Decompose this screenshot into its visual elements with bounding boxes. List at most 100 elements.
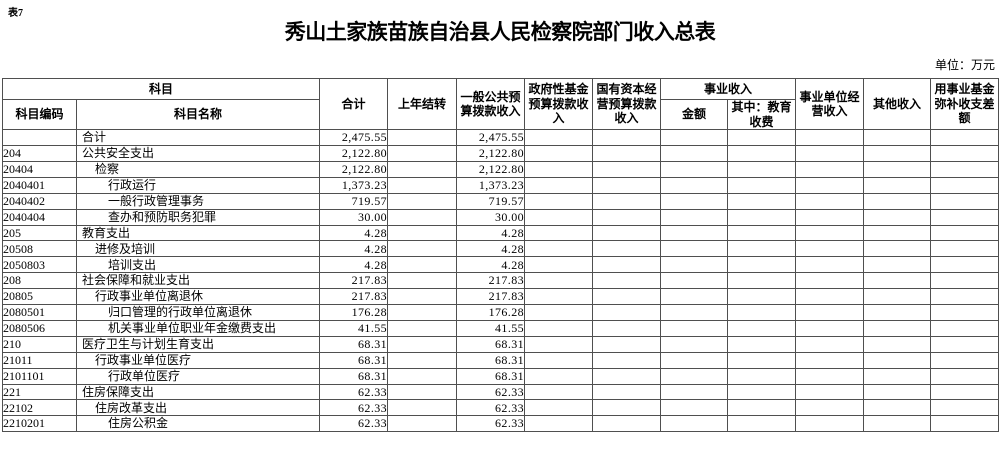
value-cell-general_public_budget_income: 2,122.80 (456, 161, 526, 178)
subject-code-cell: 20805 (2, 288, 77, 306)
value-cell-general_public_budget_income: 4.28 (456, 256, 526, 274)
header-total: 合计 (319, 77, 389, 131)
value-cell-gov_fund_budget_income (524, 240, 594, 258)
value-cell-state_capital_budget_income (592, 335, 662, 353)
value-cell-other_income (863, 335, 932, 353)
subject-code-cell: 20508 (2, 240, 77, 258)
value-cell-state_capital_budget_income (592, 415, 662, 433)
table-header: 科目 合计 上年结转 一般公共预算拨款收入 政府性基金预算拨款收入 国有资本经营… (1, 77, 1000, 131)
value-cell-state_capital_budget_income (592, 208, 662, 226)
table-row: 2040404 查办和预防职务犯罪 30.00 30.00 (2, 208, 1000, 226)
value-cell-total: 68.31 (319, 351, 389, 369)
value-cell-fund_balance_subsidy (930, 367, 1000, 385)
value-cell-general_public_budget_income: 41.55 (456, 319, 526, 337)
value-cell-total: 62.33 (319, 415, 389, 433)
table-row: 21011 行政事业单位医疗 68.31 68.31 (2, 351, 1000, 369)
value-cell-prev_year_carryover (387, 161, 458, 178)
value-cell-other_income (863, 129, 932, 147)
value-cell-general_public_budget_income: 2,122.80 (456, 145, 526, 163)
income-table-body: 合计 2,475.55 2,475.55 204 公共安全支出 2,122.80 2,122… (2, 129, 1000, 433)
header-subject: 科目 (1, 78, 321, 100)
header-business-income-amount: 金额 (660, 98, 729, 131)
value-cell-total: 4.28 (319, 224, 389, 242)
value-cell-general_public_budget_income: 30.00 (456, 208, 526, 226)
subject-code-cell: 21011 (2, 351, 77, 369)
value-cell-business_income_amount (660, 224, 729, 242)
header-general-public-budget-income: 一般公共预算拨款收入 (456, 77, 526, 131)
value-cell-other_income (863, 272, 932, 290)
value-cell-business_income_edu_fee (727, 335, 797, 353)
value-cell-fund_balance_subsidy (930, 192, 1000, 210)
table-row: 2080506 机关事业单位职业年金缴费支出 41.55 41.55 (2, 319, 1000, 337)
value-cell-prev_year_carryover (387, 224, 458, 242)
subject-name-cell: 归口管理的行政单位离退休 (75, 304, 321, 321)
value-cell-business_income_amount (660, 367, 729, 385)
value-cell-gov_fund_budget_income (524, 208, 594, 226)
subject-name-cell: 医疗卫生与计划生育支出 (75, 335, 321, 353)
table-row: 204 公共安全支出 2,122.80 2,122.80 (2, 145, 1000, 163)
value-cell-gov_fund_budget_income (524, 335, 594, 353)
value-cell-business_unit_operating_income (795, 129, 865, 147)
value-cell-state_capital_budget_income (592, 288, 662, 306)
subject-code-cell: 2040402 (2, 192, 77, 210)
value-cell-state_capital_budget_income (592, 399, 662, 417)
value-cell-total: 176.28 (319, 304, 389, 321)
value-cell-gov_fund_budget_income (524, 367, 594, 385)
value-cell-business_income_edu_fee (727, 208, 797, 226)
value-cell-prev_year_carryover (387, 208, 458, 226)
header-state-capital-budget-income: 国有资本经营预算拨款收入 (592, 77, 662, 131)
value-cell-business_unit_operating_income (795, 161, 865, 178)
value-cell-business_income_amount (660, 304, 729, 321)
table-row: 221 住房保障支出 62.33 62.33 (2, 383, 1000, 401)
value-cell-business_unit_operating_income (795, 192, 865, 210)
value-cell-business_income_amount (660, 415, 729, 433)
header-prev-year-carryover: 上年结转 (387, 77, 458, 131)
value-cell-business_unit_operating_income (795, 272, 865, 290)
value-cell-total: 30.00 (319, 208, 389, 226)
subject-name-cell: 培训支出 (75, 256, 321, 274)
value-cell-fund_balance_subsidy (930, 351, 1000, 369)
value-cell-total: 217.83 (319, 272, 389, 290)
subject-name-cell: 行政单位医疗 (75, 367, 321, 385)
value-cell-fund_balance_subsidy (930, 272, 1000, 290)
table-row: 20805 行政事业单位离退休 217.83 217.83 (2, 288, 1000, 306)
value-cell-business_income_amount (660, 399, 729, 417)
value-cell-general_public_budget_income: 62.33 (456, 383, 526, 401)
value-cell-business_income_amount (660, 319, 729, 337)
header-business-unit-operating-income: 事业单位经营收入 (795, 77, 865, 131)
table-row: 2080501 归口管理的行政单位离退休 176.28 176.28 (2, 304, 1000, 321)
subject-name-cell: 住房保障支出 (75, 383, 321, 401)
value-cell-total: 2,122.80 (319, 161, 389, 178)
value-cell-gov_fund_budget_income (524, 176, 594, 194)
value-cell-prev_year_carryover (387, 383, 458, 401)
value-cell-gov_fund_budget_income (524, 288, 594, 306)
subject-code-cell: 2080501 (2, 304, 77, 321)
value-cell-prev_year_carryover (387, 288, 458, 306)
page-label: 表7 (8, 8, 23, 19)
value-cell-state_capital_budget_income (592, 367, 662, 385)
value-cell-state_capital_budget_income (592, 240, 662, 258)
header-fund-balance-subsidy: 用事业基金弥补收支差额 (930, 77, 1000, 131)
value-cell-business_income_amount (660, 335, 729, 353)
value-cell-prev_year_carryover (387, 192, 458, 210)
value-cell-fund_balance_subsidy (930, 304, 1000, 321)
value-cell-gov_fund_budget_income (524, 415, 594, 433)
value-cell-general_public_budget_income: 68.31 (456, 351, 526, 369)
value-cell-general_public_budget_income: 2,475.55 (456, 129, 526, 147)
value-cell-general_public_budget_income: 62.33 (456, 415, 526, 433)
value-cell-business_income_edu_fee (727, 256, 797, 274)
value-cell-fund_balance_subsidy (930, 129, 1000, 147)
value-cell-prev_year_carryover (387, 304, 458, 321)
value-cell-prev_year_carryover (387, 129, 458, 147)
subject-code-cell: 210 (2, 335, 77, 353)
value-cell-gov_fund_budget_income (524, 129, 594, 147)
value-cell-general_public_budget_income: 176.28 (456, 304, 526, 321)
subject-code-cell: 20404 (2, 161, 77, 178)
value-cell-fund_balance_subsidy (930, 224, 1000, 242)
value-cell-gov_fund_budget_income (524, 304, 594, 321)
value-cell-prev_year_carryover (387, 272, 458, 290)
value-cell-business_income_amount (660, 240, 729, 258)
table-row: 合计 2,475.55 2,475.55 (2, 129, 1000, 147)
value-cell-other_income (863, 399, 932, 417)
value-cell-gov_fund_budget_income (524, 161, 594, 178)
